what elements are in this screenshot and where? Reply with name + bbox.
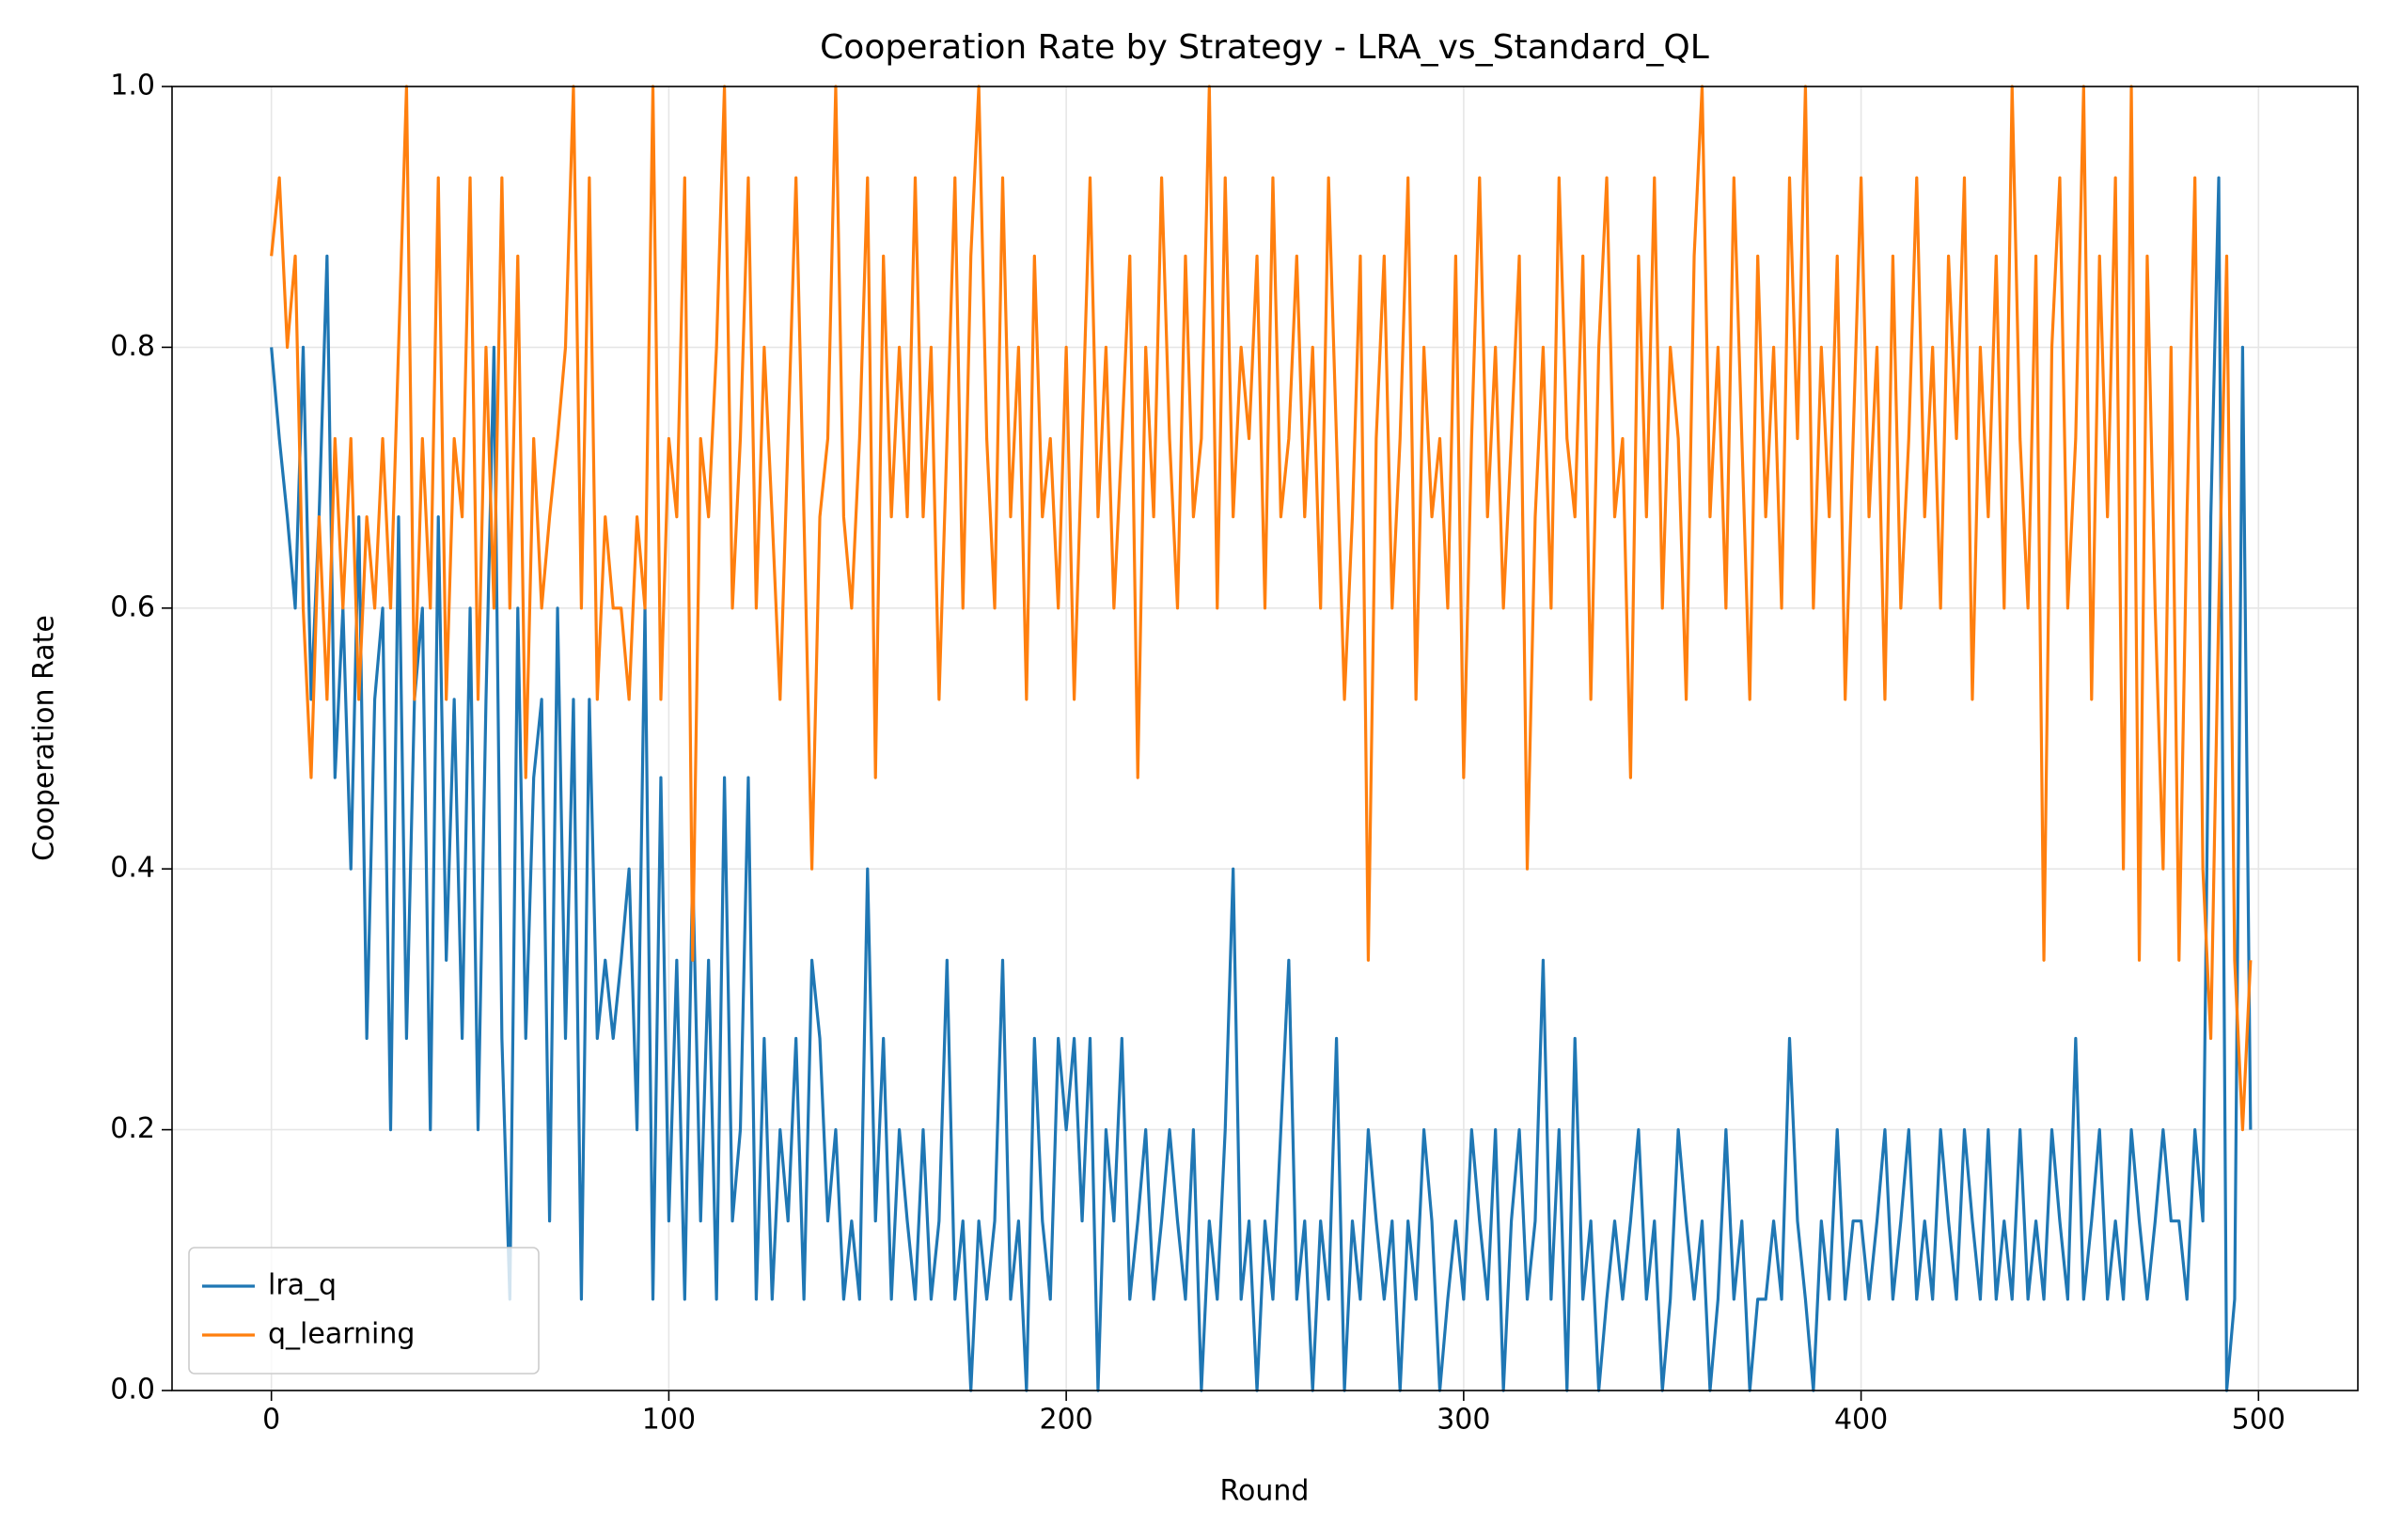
y-axis-label: Cooperation Rate xyxy=(28,615,61,861)
x-tick-label: 100 xyxy=(642,1404,696,1437)
y-tick-label: 0.8 xyxy=(110,330,155,363)
legend-box xyxy=(188,1247,540,1375)
y-tick-label: 1.0 xyxy=(110,70,155,102)
x-tick-label: 300 xyxy=(1437,1404,1490,1437)
series-line xyxy=(270,85,2253,1132)
plot-frame xyxy=(171,86,2359,1391)
y-tick-label: 0.6 xyxy=(110,590,155,623)
y-tick-label: 0.2 xyxy=(110,1112,155,1145)
y-tick-label: 0.0 xyxy=(110,1374,155,1406)
chart-title: Cooperation Rate by Strategy - LRA_vs_St… xyxy=(820,28,1709,67)
x-tick-label: 500 xyxy=(2232,1404,2285,1437)
x-tick-label: 200 xyxy=(1040,1404,1093,1437)
x-tick-label: 400 xyxy=(1834,1404,1888,1437)
series-line xyxy=(270,176,2253,1392)
legend-label: q_learning xyxy=(268,1318,415,1351)
x-axis-label: Round xyxy=(1220,1475,1310,1508)
legend-label: lra_q xyxy=(268,1269,337,1302)
y-tick-label: 0.4 xyxy=(110,852,155,885)
x-tick-label: 0 xyxy=(262,1404,280,1437)
